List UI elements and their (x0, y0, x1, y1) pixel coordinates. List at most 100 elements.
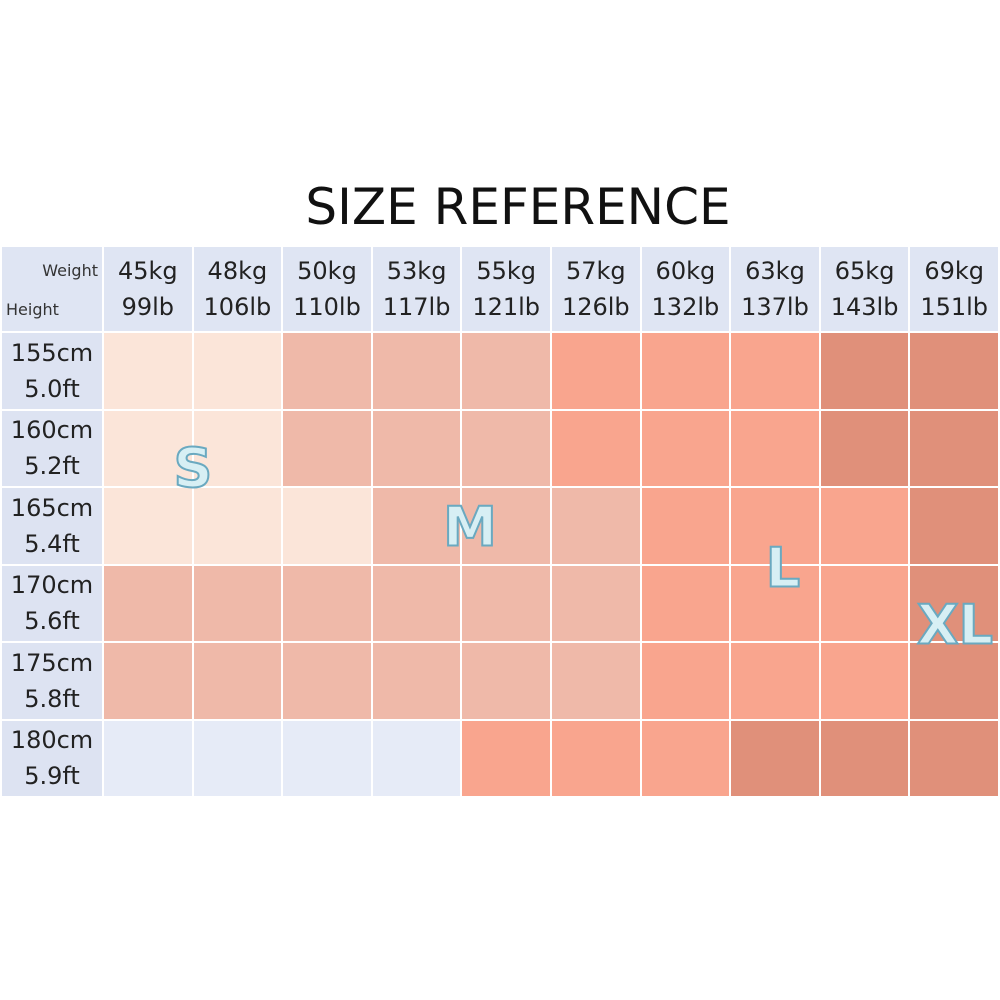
size-cell (104, 410, 194, 488)
size-cell (641, 565, 732, 643)
size-cell (910, 410, 1000, 488)
column-header: 60kg 132lb (641, 247, 732, 333)
size-cell (820, 565, 911, 643)
height-cm: 160cm (10, 416, 94, 445)
weight-lb: 137lb (741, 293, 809, 321)
size-cell (552, 333, 642, 411)
size-cell (283, 488, 373, 566)
height-cm: 175cm (10, 648, 94, 677)
size-cell (641, 488, 732, 566)
size-cell (104, 333, 194, 411)
height-cm: 165cm (10, 493, 94, 522)
weight-kg: 65kg (834, 257, 895, 285)
height-ft: 5.8ft (24, 684, 80, 713)
size-label: L (765, 536, 801, 601)
size-cell (552, 565, 642, 643)
corner-weight: Weight (42, 261, 98, 280)
row-header: 180cm 5.9ft (2, 720, 104, 798)
size-cell (641, 643, 732, 721)
size-cell (193, 720, 284, 798)
size-cell (552, 720, 642, 798)
column-header: 69kg 151lb (910, 247, 1000, 333)
size-cell (731, 333, 821, 411)
size-cell (283, 643, 373, 721)
column-header: 45kg 99lb (104, 247, 194, 333)
size-cell (820, 410, 911, 488)
size-label: S (173, 436, 214, 501)
column-header: 65kg 143lb (820, 247, 911, 333)
size-cell (104, 720, 194, 798)
size-cell (641, 410, 732, 488)
size-cell (104, 643, 194, 721)
weight-kg: 45kg (117, 257, 178, 285)
size-cell (552, 410, 642, 488)
size-label: XL (916, 593, 994, 658)
size-cell (372, 643, 463, 721)
size-cell (283, 565, 373, 643)
size-cell (820, 488, 911, 566)
size-label: M (442, 495, 498, 560)
height-ft: 5.0ft (24, 374, 80, 403)
size-cell (820, 720, 911, 798)
column-header: 57kg 126lb (552, 247, 642, 333)
size-cell (372, 565, 463, 643)
height-cm: 180cm (10, 726, 94, 755)
column-header: 63kg 137lb (731, 247, 821, 333)
height-ft: 5.2ft (24, 452, 80, 481)
column-header: 48kg 106lb (193, 247, 284, 333)
weight-lb: 132lb (651, 293, 720, 321)
size-cell (193, 333, 284, 411)
size-cell (462, 643, 552, 721)
weight-lb: 143lb (830, 293, 899, 321)
weight-lb: 106lb (203, 293, 272, 321)
column-header: 55kg 121lb (462, 247, 552, 333)
weight-lb: 110lb (293, 293, 361, 321)
weight-kg: 48kg (207, 257, 268, 285)
row-header: 170cm 5.6ft (2, 565, 104, 643)
height-ft: 5.4ft (24, 529, 80, 558)
size-cell (910, 488, 1000, 566)
size-cell (820, 643, 911, 721)
size-cell (641, 333, 732, 411)
size-cell (641, 720, 732, 798)
size-cell (462, 720, 552, 798)
weight-kg: 69kg (924, 257, 985, 285)
weight-lb: 126lb (561, 293, 630, 321)
size-cell (372, 410, 463, 488)
size-cell (193, 410, 284, 488)
size-cell (104, 488, 194, 566)
size-cell (193, 643, 284, 721)
row-header: 160cm 5.2ft (2, 410, 104, 488)
size-cell (731, 488, 821, 566)
size-cell (910, 643, 1000, 721)
size-cell (193, 488, 284, 566)
row-header: 165cm 5.4ft (2, 488, 104, 566)
weight-kg: 60kg (655, 257, 716, 285)
size-cell (283, 410, 373, 488)
weight-kg: 50kg (297, 257, 357, 285)
height-cm: 155cm (10, 338, 94, 367)
weight-lb: 121lb (472, 293, 541, 321)
weight-lb: 151lb (920, 293, 989, 321)
size-cell (283, 720, 373, 798)
column-header: 53kg 117lb (372, 247, 463, 333)
size-cell (462, 333, 552, 411)
corner-cell: Weight Height (2, 247, 104, 333)
size-cell (372, 720, 463, 798)
size-cell (193, 565, 284, 643)
corner-height: Height (6, 300, 59, 319)
size-cell (462, 488, 552, 566)
size-cell (283, 333, 373, 411)
weight-lb: 117lb (382, 293, 451, 321)
size-cell (731, 565, 821, 643)
height-cm: 170cm (10, 571, 94, 600)
weight-kg: 53kg (386, 257, 447, 285)
size-cell (104, 565, 194, 643)
height-ft: 5.9ft (24, 762, 80, 791)
title: SIZE REFERENCE (305, 178, 731, 236)
weight-kg: 57kg (565, 257, 626, 285)
height-ft: 5.6ft (24, 607, 80, 636)
row-header: 175cm 5.8ft (2, 643, 104, 721)
size-cell (731, 643, 821, 721)
